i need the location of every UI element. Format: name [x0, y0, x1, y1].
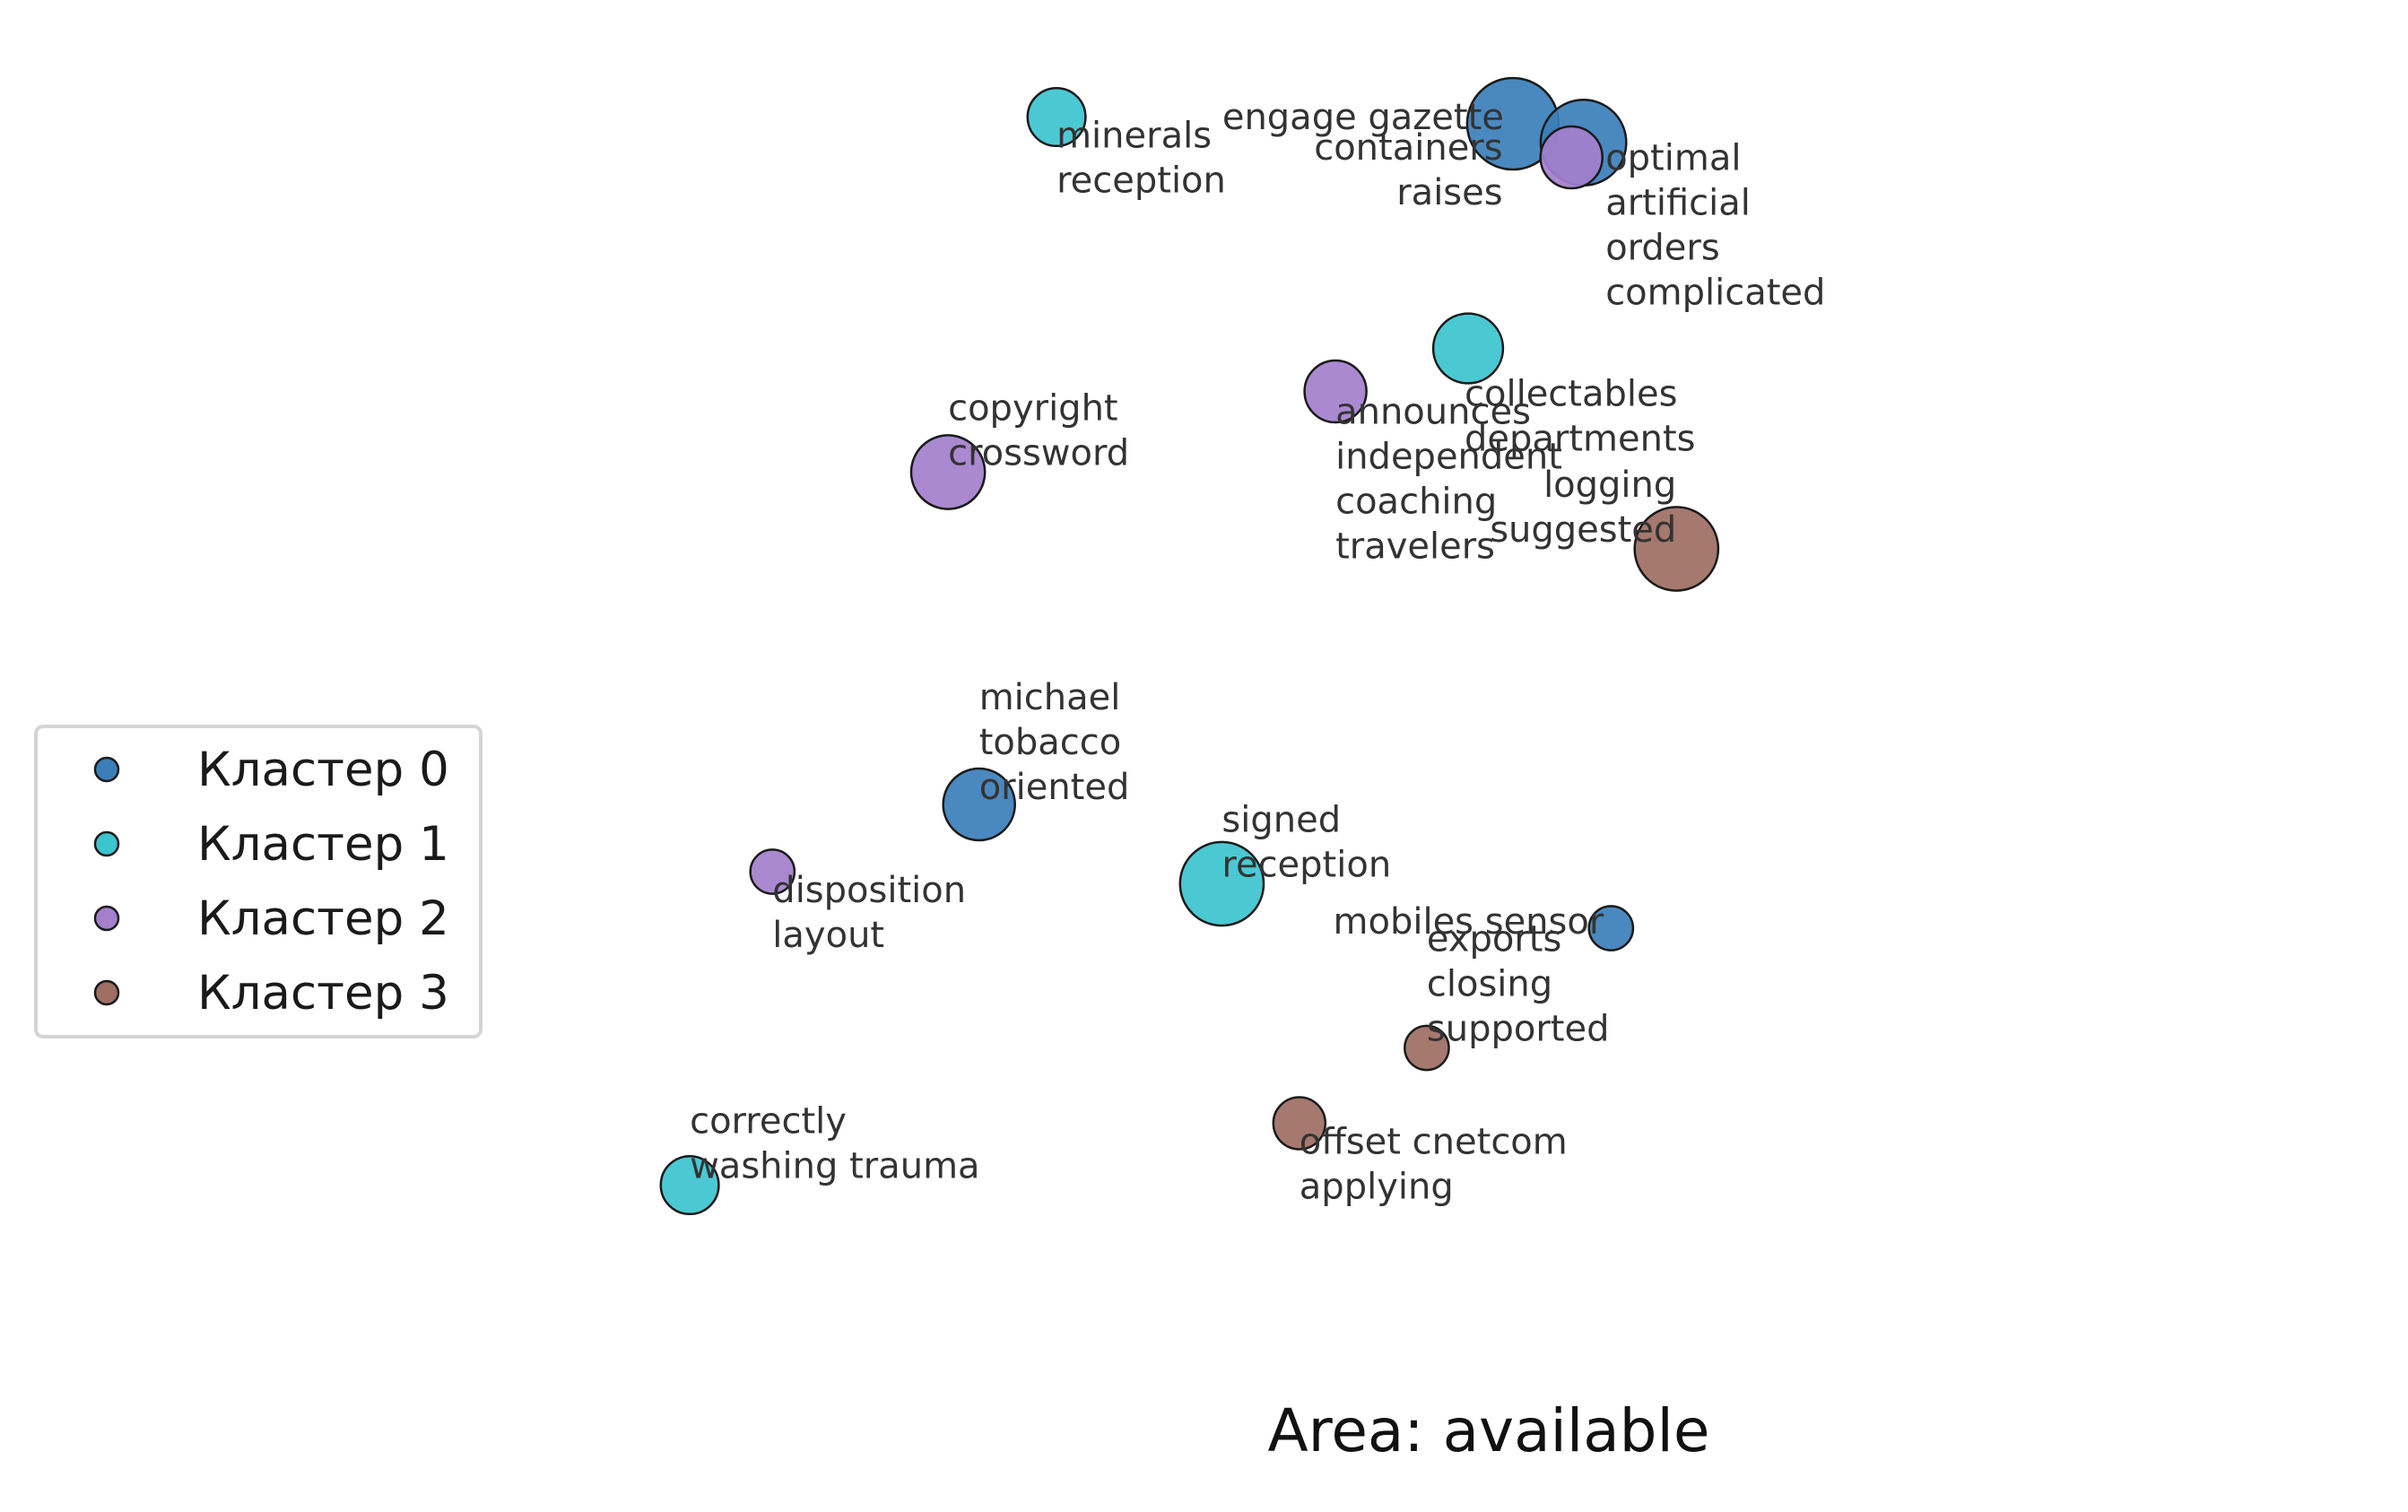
- legend-marker: [93, 979, 120, 1006]
- point-label: mobiles sensor: [1334, 901, 1604, 943]
- scatter-point: [1178, 840, 1265, 927]
- legend: Кластер 0 Кластер 1 Кластер 2 Кластер 3: [34, 725, 482, 1038]
- scatter-point: [909, 434, 987, 510]
- point-label: correctly washing trauma: [690, 1101, 979, 1187]
- points-layer: [659, 76, 1720, 1216]
- legend-label: Кластер 1: [197, 817, 449, 872]
- point-label: containers raises: [1314, 127, 1502, 213]
- scatter-point: [1404, 1024, 1450, 1072]
- scatter-point: [1587, 905, 1635, 952]
- legend-marker: [93, 905, 120, 932]
- point-label: disposition layout: [772, 870, 966, 956]
- scatter-point: [1539, 125, 1604, 190]
- point-label: michael tobacco oriented: [979, 677, 1130, 808]
- scatter-point: [1431, 312, 1505, 385]
- point-label: copyright crossword: [948, 388, 1129, 474]
- legend-box: [34, 725, 482, 1038]
- point-label: exports closing supported: [1427, 919, 1610, 1050]
- scatter-point: [659, 1154, 720, 1216]
- scatter-point: [942, 767, 1016, 842]
- scatter-point: [1633, 506, 1720, 592]
- legend-marker: [93, 830, 120, 857]
- scatter-point: [1303, 359, 1368, 424]
- point-label: optimal artificial orders complicated: [1605, 138, 1825, 314]
- legend-label: Кластер 0: [197, 743, 449, 797]
- point-label: engage gazette: [1222, 97, 1504, 138]
- scatter-point: [749, 848, 796, 895]
- legend-marker: [93, 756, 120, 783]
- point-label: announces independent coaching travelers: [1335, 392, 1562, 568]
- scatter-point: [1026, 86, 1087, 148]
- point-label: signed reception: [1221, 800, 1391, 886]
- point-label: minerals reception: [1056, 116, 1226, 202]
- point-label: logging suggested: [1490, 465, 1676, 551]
- point-label: collectables departments: [1465, 374, 1695, 460]
- scatter-point: [1272, 1096, 1327, 1151]
- legend-label: Кластер 3: [197, 966, 449, 1021]
- legend-label: Кластер 2: [197, 891, 449, 946]
- x-axis-label: Area: available: [1267, 1396, 1709, 1465]
- point-label: offset cnetcom applying: [1300, 1122, 1568, 1208]
